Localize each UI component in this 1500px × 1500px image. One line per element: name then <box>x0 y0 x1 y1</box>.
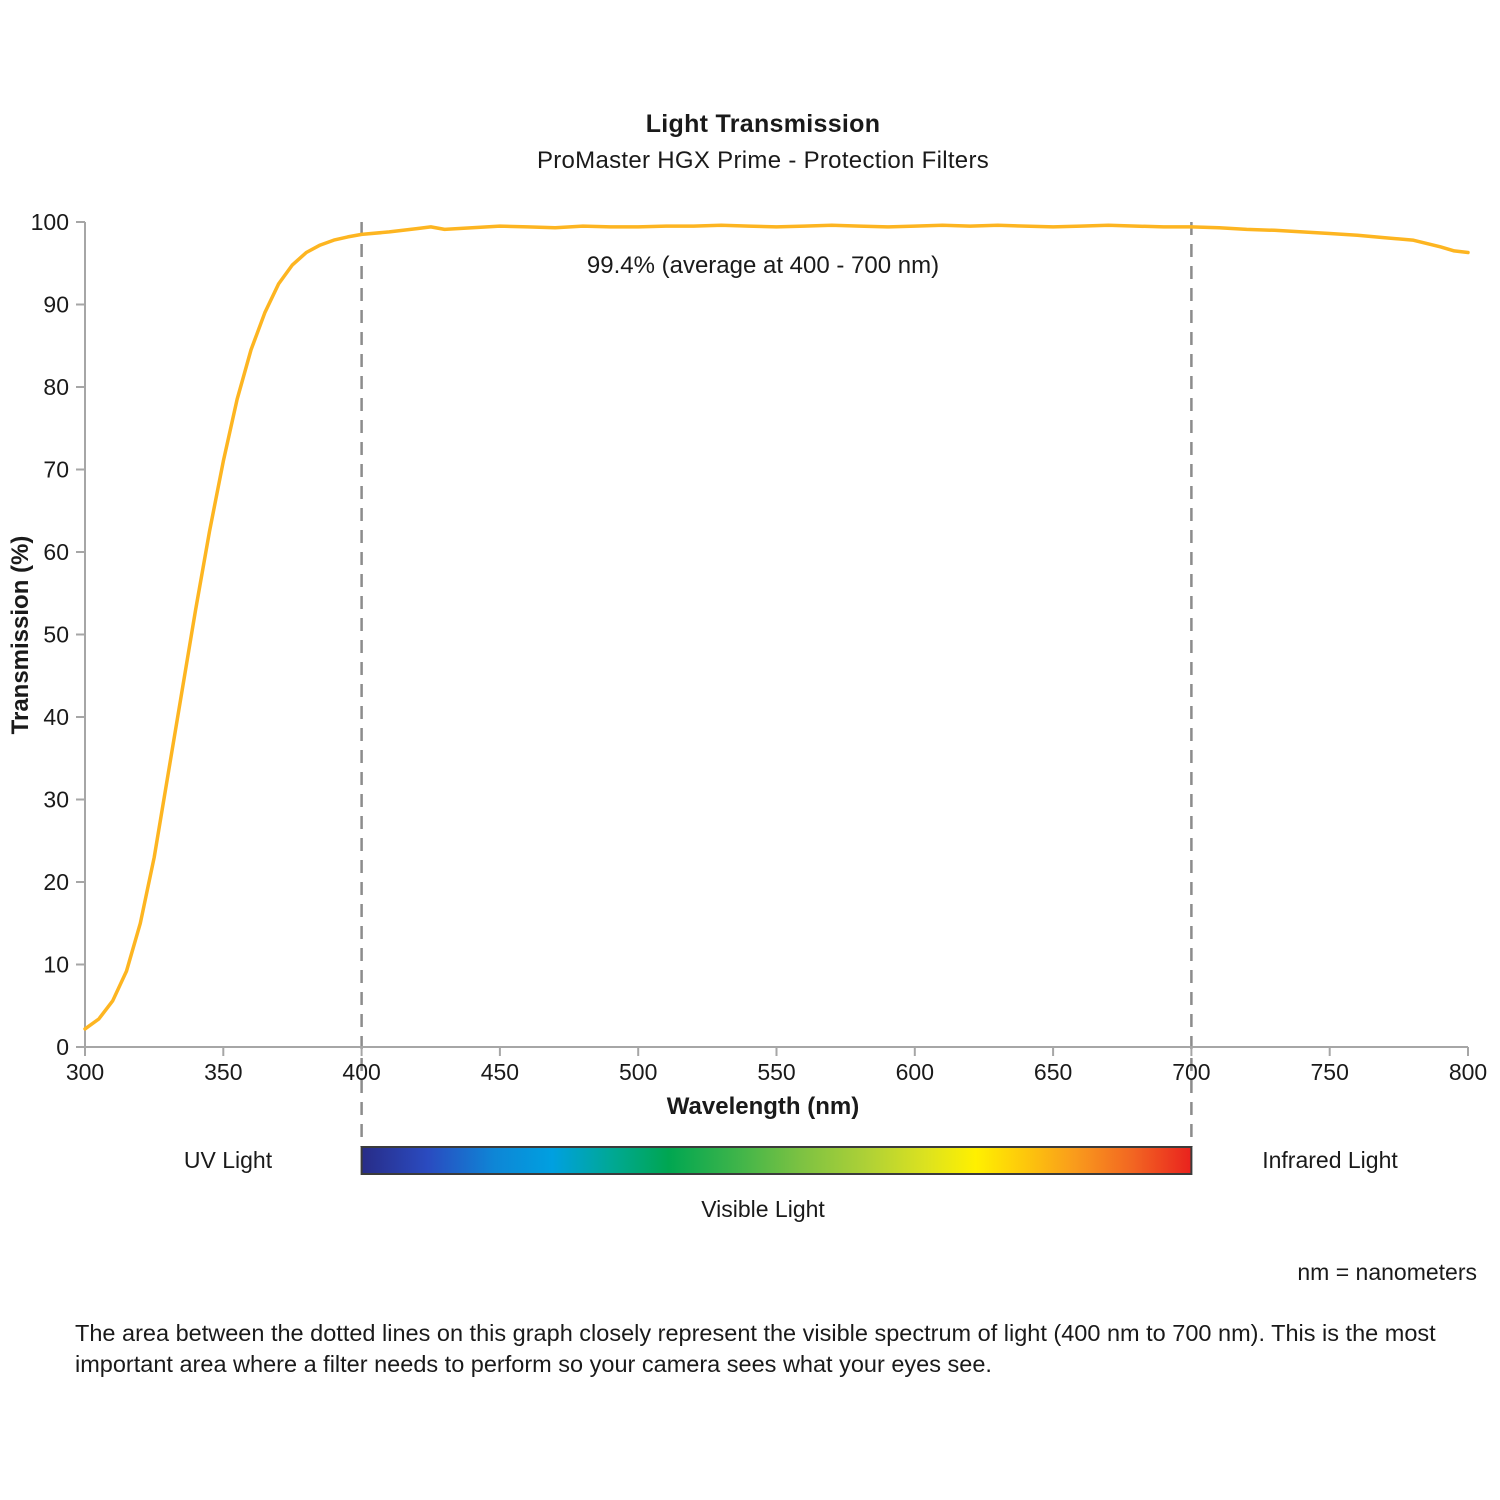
y-tick-label: 90 <box>43 292 69 318</box>
x-tick-label: 600 <box>896 1059 934 1085</box>
y-tick-label: 0 <box>56 1034 69 1060</box>
y-tick-label: 30 <box>43 787 69 813</box>
page-title: Light Transmission <box>645 110 881 138</box>
y-axis-title: Transmission (%) <box>7 536 34 735</box>
visible-spectrum-bar <box>360 1146 1193 1175</box>
y-tick-label: 40 <box>43 704 69 730</box>
transmission-chart: 0 10 20 30 40 50 60 70 80 90 100 300 350 400 450 500 550… <box>7 209 1487 1175</box>
y-tick-label: 100 <box>31 209 69 235</box>
footer-description: The area between the dotted lines on thi… <box>75 1320 1436 1377</box>
y-tick-label: 10 <box>43 952 69 978</box>
y-tick-label: 50 <box>43 622 69 648</box>
visible-light-label: Visible Light <box>701 1196 825 1222</box>
nm-abbreviation-note: nm = nanometers <box>1297 1259 1477 1285</box>
x-tick-label: 750 <box>1311 1059 1349 1085</box>
axes <box>84 222 1468 1048</box>
x-tick-label: 350 <box>204 1059 242 1085</box>
x-tick-label: 300 <box>66 1059 104 1085</box>
infrared-light-label: Infrared Light <box>1262 1147 1398 1173</box>
page-subtitle: ProMaster HGX Prime - Protection Filters <box>536 147 990 174</box>
x-tick-label: 650 <box>1034 1059 1072 1085</box>
y-tick-label: 80 <box>43 374 69 400</box>
x-tick-label: 450 <box>481 1059 519 1085</box>
x-tick-label: 550 <box>757 1059 795 1085</box>
average-annotation: 99.4% (average at 400 - 700 nm) <box>587 252 939 279</box>
x-tick-label: 400 <box>342 1059 380 1085</box>
x-tick-label: 700 <box>1172 1059 1210 1085</box>
x-axis-title: Wavelength (nm) <box>667 1093 859 1120</box>
x-tick-label: 500 <box>619 1059 657 1085</box>
uv-light-label: UV Light <box>183 1147 273 1173</box>
x-tick-label: 800 <box>1449 1059 1487 1085</box>
y-tick-label: 60 <box>43 539 69 565</box>
y-tick-label: 70 <box>43 457 69 483</box>
y-tick-label: 20 <box>43 869 69 895</box>
transmission-curve <box>83 223 1470 1031</box>
